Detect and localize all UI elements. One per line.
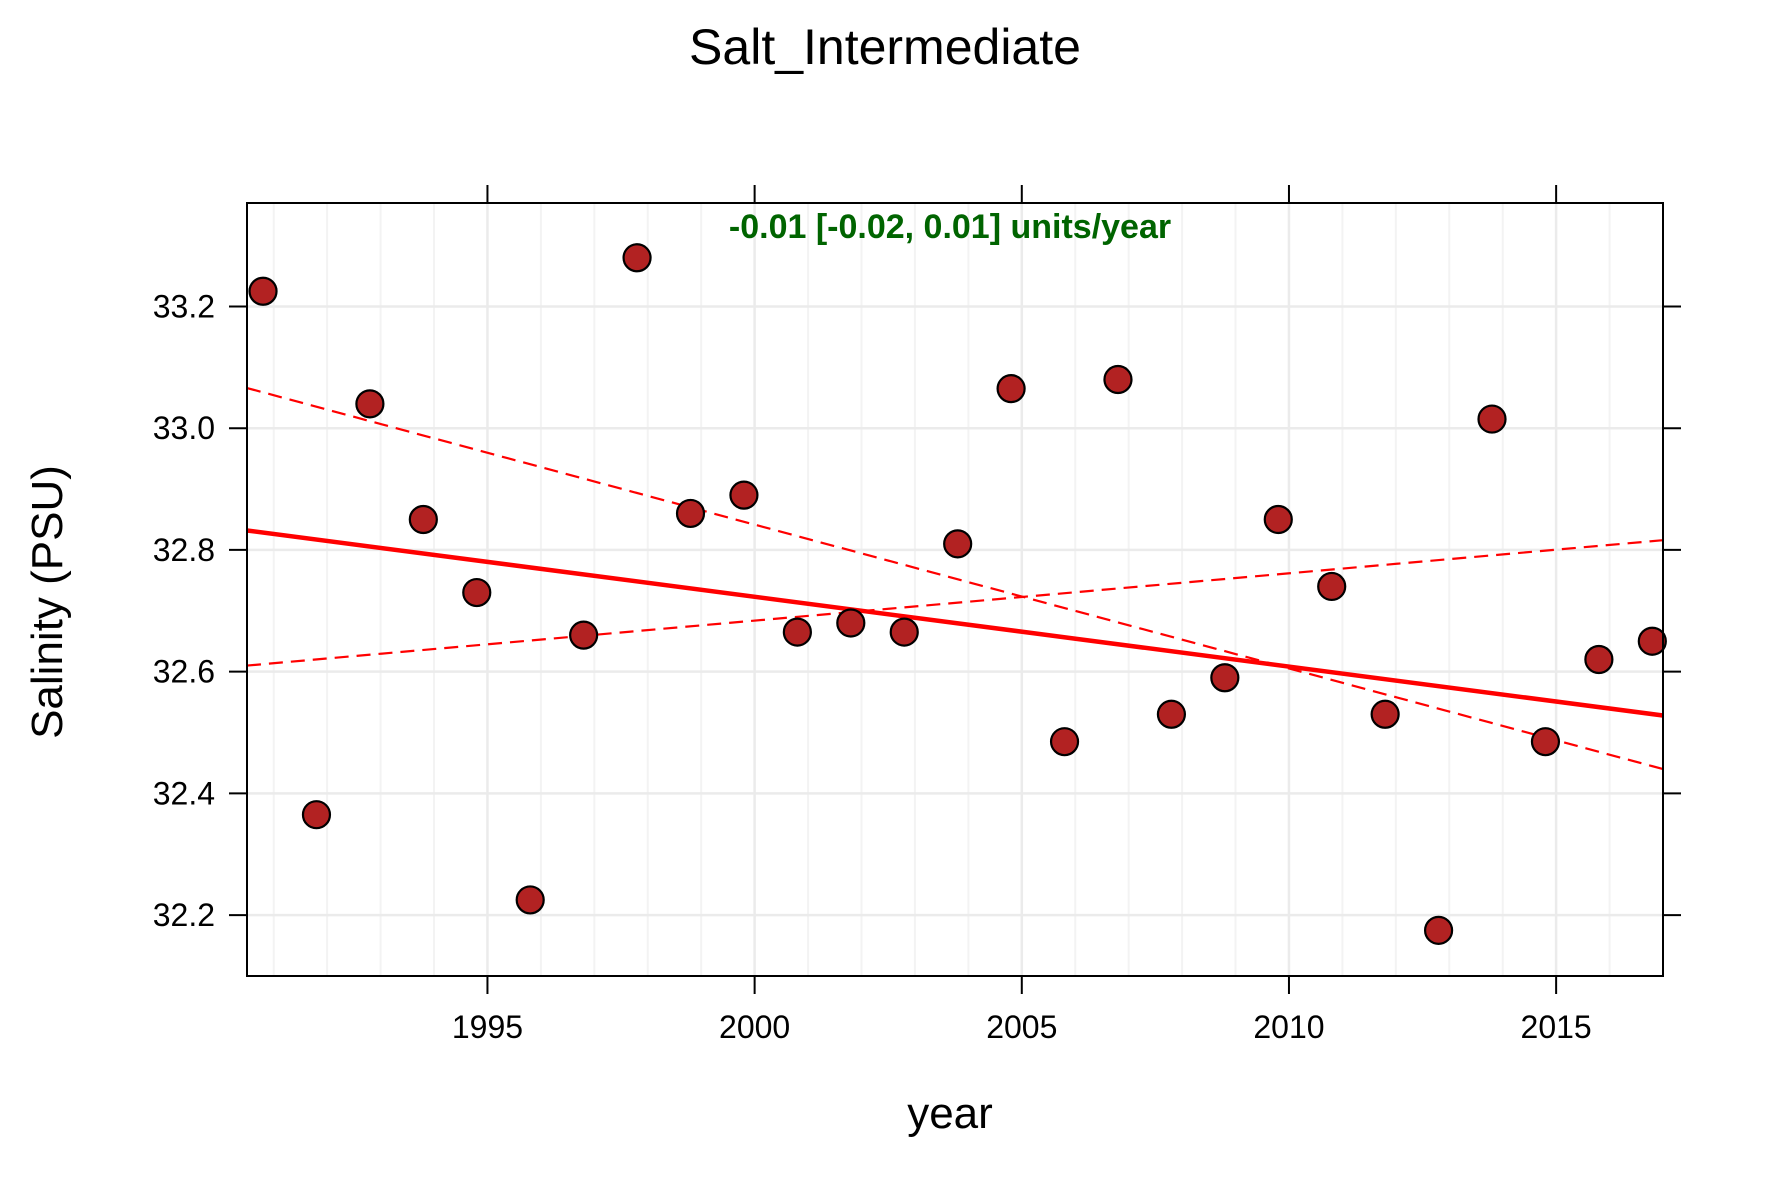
data-point — [729, 480, 759, 510]
chart-title: Salt_Intermediate — [689, 19, 1081, 75]
y-tick-label: 32.4 — [153, 775, 215, 811]
data-point — [462, 577, 492, 608]
axes: 1995 2000 2005 2010 2015 32.2 32.4 32.6 32.8 33.0… — [153, 185, 1681, 1045]
data-point — [569, 620, 599, 650]
data-point — [1156, 699, 1187, 729]
data-point — [1423, 915, 1454, 945]
data-point — [996, 374, 1026, 404]
trend-lines — [246, 386, 1664, 771]
data-point — [1584, 644, 1614, 675]
trend-annotation: -0.01 [-0.02, 0.01] units/year — [729, 208, 1171, 246]
x-tick-label: 2010 — [1253, 1009, 1324, 1045]
data-point — [622, 243, 652, 273]
data-point — [782, 617, 812, 647]
trend-line — [246, 528, 1664, 718]
data-point — [1370, 699, 1400, 729]
data-point — [1477, 404, 1507, 434]
y-tick-label: 32.2 — [153, 897, 215, 933]
data-point — [1317, 571, 1347, 602]
y-tick-label: 33.0 — [153, 410, 215, 446]
data-point — [836, 608, 866, 638]
confidence-line — [246, 539, 1664, 667]
x-axis-label: year — [907, 1089, 993, 1138]
data-point — [248, 276, 278, 306]
x-tick-label: 2015 — [1521, 1009, 1592, 1045]
data-point — [355, 389, 385, 419]
y-tick-label: 32.6 — [153, 654, 215, 690]
data-point — [675, 498, 706, 529]
y-axis-label: Salinity (PSU) — [23, 465, 72, 739]
x-tick-label: 2000 — [719, 1009, 790, 1045]
x-tick-label: 2005 — [986, 1009, 1057, 1045]
data-point — [1210, 663, 1240, 693]
data-points — [248, 243, 1667, 945]
data-point — [943, 529, 973, 559]
confidence-line — [246, 386, 1664, 771]
data-point — [408, 504, 438, 535]
data-point — [1049, 727, 1080, 757]
data-point — [1530, 727, 1561, 757]
x-tick-label: 1995 — [452, 1009, 523, 1045]
y-tick-label: 32.8 — [153, 532, 215, 568]
data-point — [301, 800, 332, 830]
data-point — [1637, 626, 1667, 656]
grid-lines — [247, 203, 1664, 976]
data-point — [1263, 504, 1293, 535]
data-point — [1103, 364, 1133, 395]
y-tick-label: 33.2 — [153, 288, 215, 324]
data-point — [889, 617, 919, 647]
data-point — [515, 885, 545, 915]
plot-frame — [246, 202, 1664, 977]
